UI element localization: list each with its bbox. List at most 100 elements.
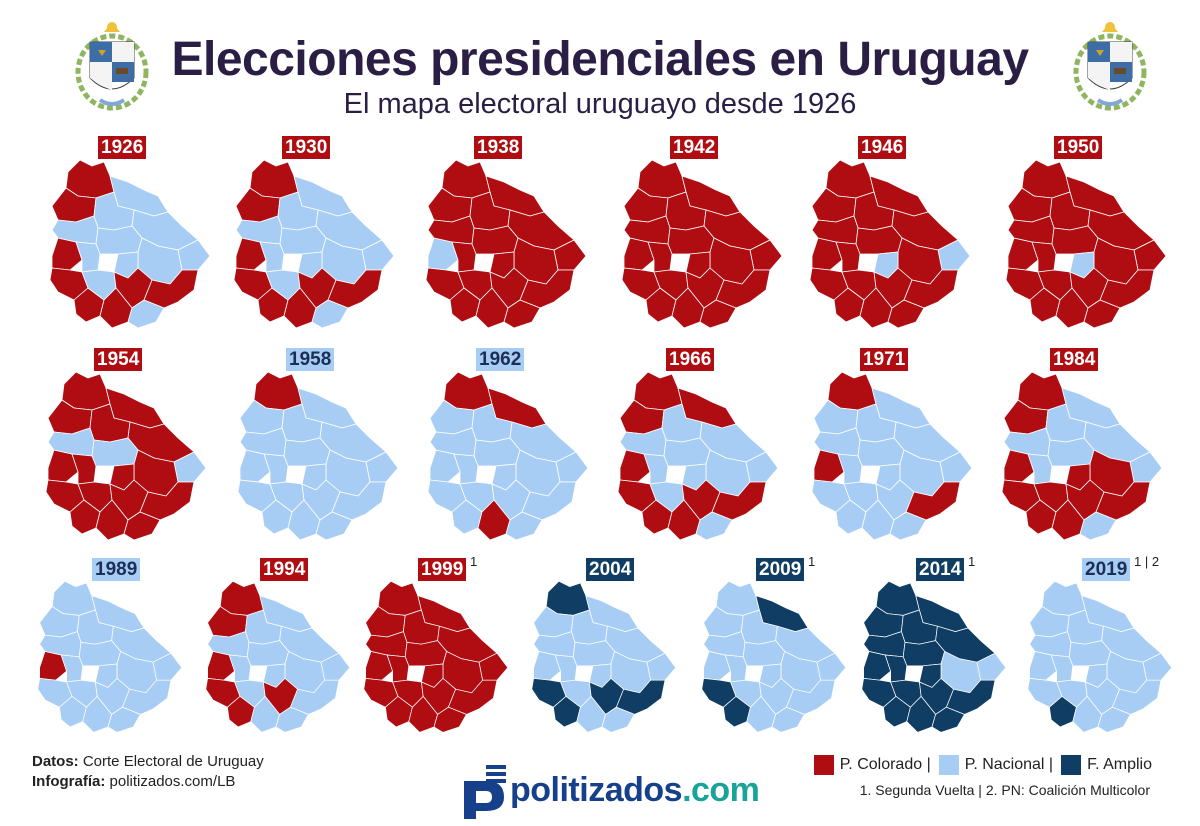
year-note-2019: 1 | 2 <box>1134 554 1160 569</box>
department-19 <box>107 706 141 733</box>
brand-p-icon <box>464 765 506 819</box>
department-1 <box>219 580 264 616</box>
year-label-1946: 1946 <box>858 136 907 159</box>
department-1 <box>51 580 96 616</box>
department-1 <box>1041 580 1086 616</box>
department-9 <box>1068 640 1111 667</box>
department-19 <box>771 706 805 733</box>
coat-of-arms-left <box>75 22 149 111</box>
map-1938 <box>425 159 587 329</box>
credits: Datos: Corte Electoral de Uruguay Infogr… <box>32 752 264 792</box>
department-19 <box>127 299 165 329</box>
map-1930 <box>233 159 395 329</box>
year-label-1930: 1930 <box>282 136 331 159</box>
department-9 <box>855 225 903 255</box>
department-19 <box>433 706 467 733</box>
department-9 <box>91 437 139 467</box>
year-label-1962: 1962 <box>476 348 525 371</box>
legend-item-nacional: P. Nacional | <box>938 755 1053 775</box>
map-1966 <box>617 371 779 541</box>
year-label-1984: 1984 <box>1050 348 1099 371</box>
legend-notes: 1. Segunda Vuelta | 2. PN: Coalición Mul… <box>859 782 1150 798</box>
department-19 <box>889 511 927 541</box>
department-19 <box>699 299 737 329</box>
map-2014 <box>861 580 1007 733</box>
department-19 <box>315 511 353 541</box>
department-9 <box>95 225 143 255</box>
department-9 <box>283 437 331 467</box>
year-label-2004: 2004 <box>586 558 635 581</box>
year-label-2014: 2014 <box>916 558 965 581</box>
map-1946 <box>809 159 971 329</box>
legend-label-frente-amplio: F. Amplio <box>1087 756 1152 773</box>
map-1962 <box>427 371 589 541</box>
brand-suffix: .com <box>682 770 760 809</box>
year-note-2009: 1 <box>808 554 816 569</box>
page-title: Elecciones presidenciales en Uruguay <box>171 33 1029 86</box>
map-1971 <box>811 371 973 541</box>
data-source-label: Datos: <box>32 753 79 770</box>
year-label-1958: 1958 <box>286 348 335 371</box>
infographic-credit-line: Infografía: politizados.com/LB <box>32 772 264 792</box>
department-9 <box>663 437 711 467</box>
department-9 <box>246 640 289 667</box>
department-19 <box>505 511 543 541</box>
map-1942 <box>621 159 783 329</box>
department-1 <box>65 159 115 199</box>
brand-name: politizados <box>510 770 683 809</box>
department-9 <box>857 437 905 467</box>
department-9 <box>78 640 121 667</box>
department-9 <box>667 225 715 255</box>
map-1984 <box>1001 371 1163 541</box>
year-note-1999: 1 <box>470 554 478 569</box>
year-label-1954: 1954 <box>94 348 143 371</box>
department-19 <box>695 511 733 541</box>
department-1 <box>545 580 590 616</box>
department-1 <box>715 580 760 616</box>
map-1958 <box>237 371 399 541</box>
department-1 <box>827 371 877 411</box>
map-1926 <box>49 159 211 329</box>
department-19 <box>503 299 541 329</box>
department-19 <box>123 511 161 541</box>
legend-item-frente-amplio: F. Amplio <box>1061 755 1152 775</box>
year-label-1926: 1926 <box>98 136 147 159</box>
department-1 <box>637 159 687 199</box>
legend-label-colorado: P. Colorado | <box>839 756 931 773</box>
coat-of-arms-right <box>1073 22 1147 111</box>
year-note-2014: 1 <box>968 554 976 569</box>
department-19 <box>1097 706 1131 733</box>
year-label-1999: 1999 <box>418 558 467 581</box>
department-9 <box>1047 437 1095 467</box>
legend-item-colorado: P. Colorado | <box>813 755 931 775</box>
department-19 <box>931 706 965 733</box>
department-19 <box>311 299 349 329</box>
data-source-value: Corte Electoral de Uruguay <box>82 753 264 770</box>
department-1 <box>253 371 303 411</box>
department-19 <box>601 706 635 733</box>
department-9 <box>471 225 519 255</box>
map-1999 <box>363 580 509 733</box>
map-2019 <box>1027 580 1173 733</box>
brand-text: politizados.com <box>510 770 760 810</box>
page-subtitle: El mapa electoral uruguayo desde 1926 <box>343 88 857 120</box>
infographic-credit-value: politizados.com/LB <box>109 773 236 790</box>
data-source-line: Datos: Corte Electoral de Uruguay <box>32 752 264 772</box>
department-1 <box>1021 159 1071 199</box>
department-9 <box>473 437 521 467</box>
department-1 <box>875 580 920 616</box>
department-9 <box>1051 225 1099 255</box>
department-9 <box>572 640 615 667</box>
map-2004 <box>531 580 677 733</box>
legend: P. Colorado | P. Nacional | F. Amplio <box>806 755 1152 775</box>
department-1 <box>441 159 491 199</box>
department-9 <box>279 225 327 255</box>
department-9 <box>902 640 945 667</box>
department-1 <box>825 159 875 199</box>
year-label-1994: 1994 <box>260 558 309 581</box>
department-9 <box>404 640 447 667</box>
infographic-credit-label: Infografía: <box>32 773 106 790</box>
year-label-1942: 1942 <box>670 136 719 159</box>
department-19 <box>1079 511 1117 541</box>
